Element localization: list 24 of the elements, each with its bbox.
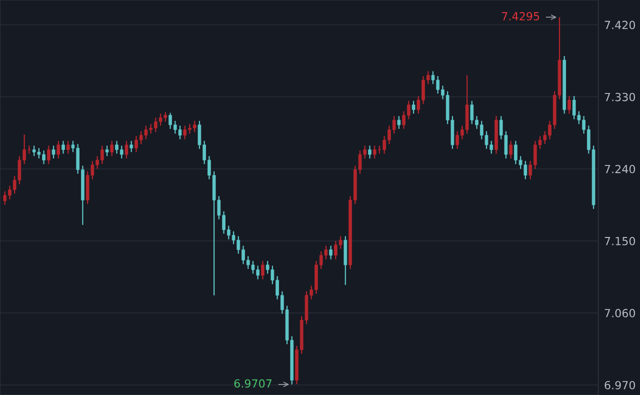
candlestick [62, 140, 65, 154]
candlestick [329, 245, 332, 260]
candlestick [46, 145, 50, 165]
candlestick [130, 140, 134, 153]
candlestick [412, 100, 416, 114]
y-tick-label: 7.150 [604, 236, 636, 246]
y-tick-label: 7.060 [604, 308, 636, 318]
y-tick-label: 6.970 [604, 380, 636, 390]
y-tick-label: 7.330 [604, 92, 636, 102]
candlestick [52, 145, 56, 160]
candlestick [368, 145, 372, 160]
candlestick [56, 140, 60, 160]
candlestick [568, 95, 571, 114]
candlestick [261, 260, 264, 280]
y-tick-label: 7.240 [604, 164, 636, 174]
candlestick [124, 140, 128, 160]
candlestick [110, 140, 114, 157]
annotation: 6.9707 [234, 379, 272, 388]
y-tick-label: 7.420 [604, 20, 636, 30]
candlestick [66, 140, 70, 154]
annotation: 7.4295 [502, 12, 540, 20]
candlestick [105, 145, 109, 157]
candlestick [509, 140, 512, 160]
candlestick [397, 116, 401, 130]
